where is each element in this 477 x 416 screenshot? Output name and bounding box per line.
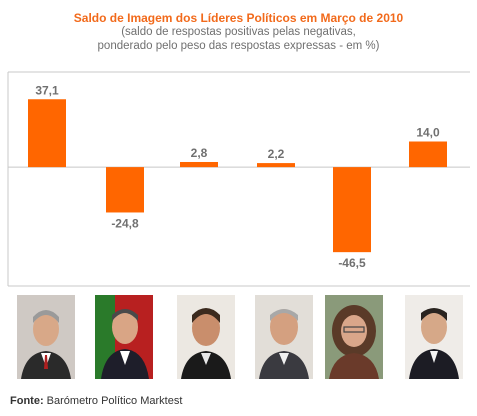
bar-2	[106, 167, 144, 213]
bar-value-label-1: 37,1	[35, 83, 59, 97]
leader-portrait-4	[255, 295, 313, 379]
source-note: Fonte: Barómetro Político Marktest	[10, 395, 182, 407]
bar-3	[180, 161, 218, 168]
chart-subtitle-line-1: (saldo de respostas positivas pelas nega…	[121, 26, 356, 38]
bar-6	[409, 141, 447, 168]
bar-chart: 37,1 -24,8 2,8 2,2 -46,5 14,0	[7, 71, 470, 287]
bar-4	[257, 163, 295, 168]
leader-portrait-3	[177, 295, 235, 379]
leader-portrait-6	[405, 295, 463, 379]
source-text: Barómetro Político Marktest	[46, 395, 183, 407]
bar-value-label-3: 2,8	[191, 146, 208, 160]
leader-portrait-2	[95, 295, 153, 379]
bar-series: 37,1 -24,8 2,8 2,2 -46,5 14,0	[28, 83, 447, 270]
leader-portrait-5	[325, 295, 383, 379]
bar-value-label-4: 2,2	[268, 147, 285, 161]
bar-value-label-2: -24,8	[111, 216, 139, 230]
chart-title: Saldo de Imagem dos Líderes Políticos em…	[73, 11, 404, 25]
leader-portrait-1	[17, 295, 75, 379]
leader-photos-row	[0, 295, 477, 383]
bar-1	[28, 99, 66, 168]
bar-value-label-6: 14,0	[416, 126, 440, 140]
chart-subtitle-line-2: ponderado pelo peso das respostas expres…	[97, 40, 380, 52]
bar-value-label-5: -46,5	[338, 256, 366, 270]
source-label: Fonte:	[10, 395, 44, 407]
bar-5	[333, 167, 371, 253]
